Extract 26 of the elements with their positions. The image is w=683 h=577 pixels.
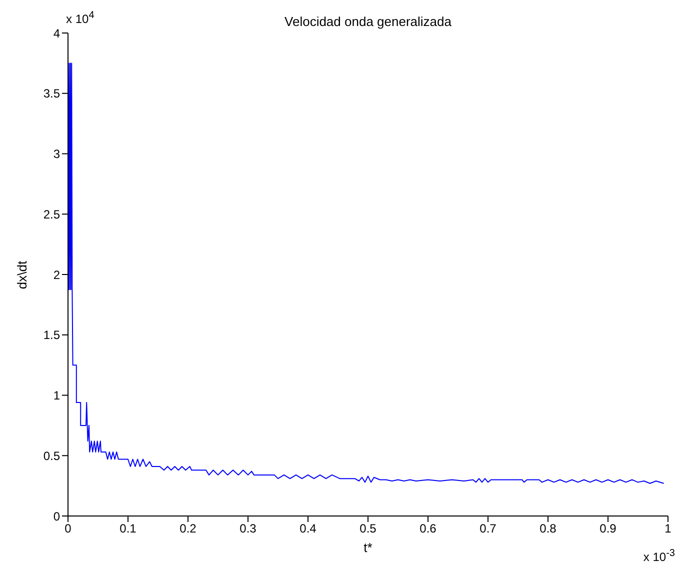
y-tick-label: 1 (53, 388, 60, 403)
y-tick-label: 1.5 (43, 328, 60, 342)
text: x 10$^{4}$ (66, 10, 94, 26)
x-tick-label: 1 (664, 522, 672, 536)
y-tick-label: 2 (53, 268, 60, 282)
x-tick-label: 0.2 (180, 522, 197, 536)
x-tick-label: 0 (64, 522, 72, 536)
x-axis-title: t* (364, 540, 372, 555)
x-tick-label: 0.4 (300, 522, 317, 536)
x-tick-label: 0.5 (360, 522, 377, 536)
x-tick-label: 0.8 (540, 522, 557, 536)
x-tick-label: 0.3 (240, 522, 257, 536)
x-tick-label: 0.6 (420, 522, 437, 536)
y-tick-label: 0.5 (43, 448, 60, 463)
y-tick-label: 4 (53, 26, 60, 40)
chart-title: Velocidad onda generalizada (284, 14, 452, 29)
line-series (68, 62, 664, 484)
y-tick-label: 2.5 (43, 207, 60, 222)
x-tick-label: 0.1 (120, 522, 137, 536)
y-tick-label: 3 (53, 147, 60, 162)
text: x 10$^{-3}$ (643, 548, 675, 564)
y-axis-title: dx\dt (14, 260, 30, 289)
x-tick-label: 0.9 (600, 522, 617, 536)
y-tick-label: 3.5 (43, 86, 60, 101)
y-tick-label: 0 (53, 509, 60, 524)
x-tick-label: 0.7 (480, 522, 497, 536)
